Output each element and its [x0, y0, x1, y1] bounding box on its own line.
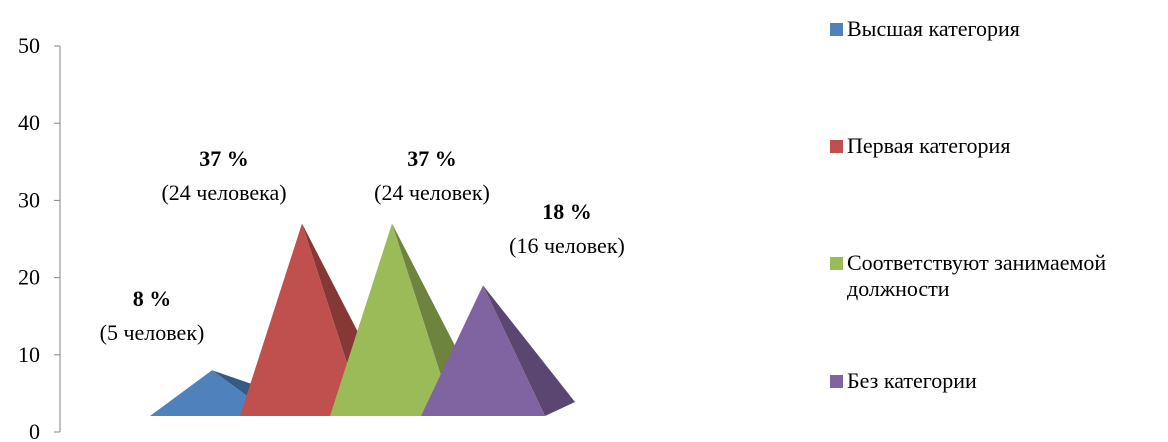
- pyramid-front-face: [330, 223, 454, 416]
- data-label-count: (5 человек): [100, 320, 205, 345]
- y-axis: 0 10 20 30 40 50: [18, 33, 61, 442]
- pyramid-chart: 0 10 20 30 40 50 8 % (5 человек) 37 % (24 челове…: [18, 33, 625, 442]
- legend-label: Без категории: [847, 368, 977, 393]
- data-label-count: (24 человек): [374, 180, 490, 205]
- legend-swatch: [830, 140, 843, 153]
- y-tick-label: 10: [18, 342, 40, 367]
- y-tick-label: 50: [18, 33, 40, 58]
- chart-marks: [150, 223, 575, 416]
- legend-label: Высшая категория: [847, 16, 1020, 41]
- pyramid-front-face: [240, 223, 364, 416]
- pyramid-front-face: [150, 370, 274, 416]
- legend-item: Соответствуют занимаемой должности: [830, 250, 1167, 302]
- pyramid-4: [421, 285, 575, 416]
- y-tick-label: 40: [18, 110, 40, 135]
- legend: Высшая категория Первая категория Соответс…: [830, 0, 1168, 442]
- legend-swatch: [830, 375, 843, 388]
- data-labels: 8 % (5 человек) 37 % (24 человека) 37 % (24 ч…: [100, 146, 625, 345]
- legend-label: Первая категория: [847, 133, 1011, 158]
- legend-label: Соответствуют занимаемой должности: [847, 250, 1107, 301]
- legend-item: Без категории: [830, 368, 1167, 394]
- y-tick-label: 30: [18, 187, 40, 212]
- data-label-percent: 37 %: [199, 146, 249, 171]
- legend-swatch: [830, 23, 843, 36]
- legend-item: Высшая категория: [830, 16, 1167, 42]
- y-tick-label: 20: [18, 265, 40, 290]
- legend-item: Первая категория: [830, 133, 1167, 159]
- legend-swatch: [830, 257, 843, 270]
- data-label-percent: 37 %: [407, 146, 457, 171]
- y-tick-label: 0: [29, 419, 40, 442]
- data-label-count: (16 человек): [509, 233, 625, 258]
- data-label-percent: 18 %: [542, 199, 592, 224]
- data-label-count: (24 человека): [161, 180, 286, 205]
- pyramid-side-face: [483, 285, 575, 416]
- data-label-percent: 8 %: [133, 286, 172, 311]
- pyramid-front-face: [421, 285, 545, 416]
